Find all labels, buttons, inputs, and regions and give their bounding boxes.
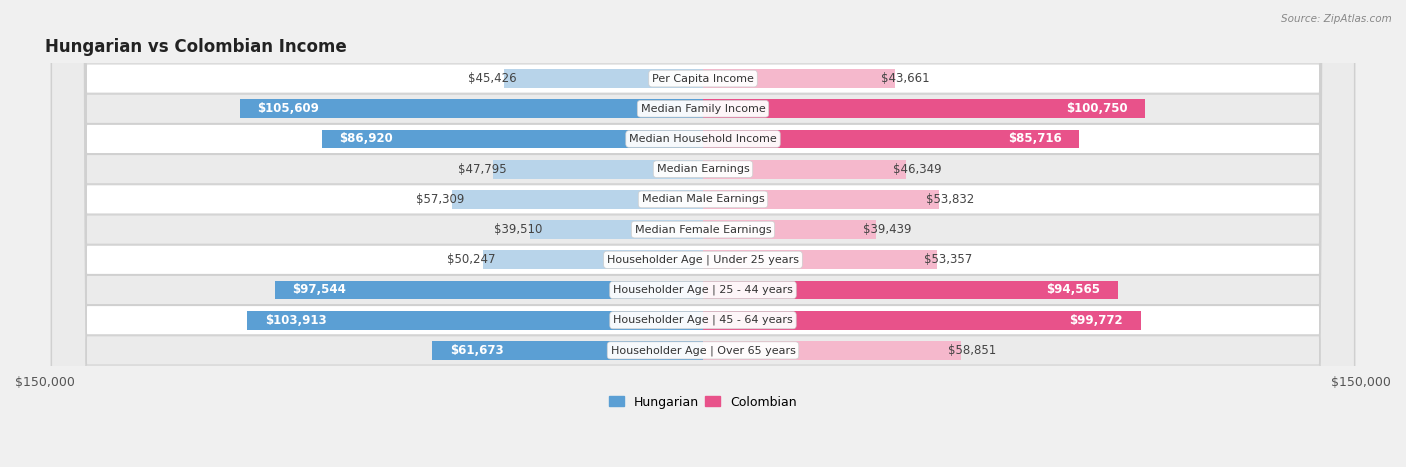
Bar (494, 160, 703, 178)
FancyBboxPatch shape (52, 0, 1354, 467)
Text: Source: ZipAtlas.com: Source: ZipAtlas.com (1281, 14, 1392, 24)
Text: $53,832: $53,832 (927, 193, 974, 206)
Text: $53,357: $53,357 (924, 253, 972, 266)
Bar (703, 190, 939, 209)
Bar (703, 69, 894, 88)
Text: Householder Age | Under 25 years: Householder Age | Under 25 years (607, 255, 799, 265)
Text: Per Capita Income: Per Capita Income (652, 74, 754, 84)
Text: Householder Age | Over 65 years: Householder Age | Over 65 years (610, 345, 796, 356)
FancyBboxPatch shape (52, 0, 1354, 467)
Text: $58,851: $58,851 (948, 344, 997, 357)
Text: $99,772: $99,772 (1070, 314, 1123, 327)
Text: $97,544: $97,544 (292, 283, 346, 297)
Text: $105,609: $105,609 (257, 102, 319, 115)
Text: $47,795: $47,795 (458, 163, 506, 176)
FancyBboxPatch shape (52, 0, 1354, 467)
Bar (247, 311, 703, 330)
Text: Median Male Earnings: Median Male Earnings (641, 194, 765, 205)
Text: $86,920: $86,920 (339, 133, 392, 146)
Text: $57,309: $57,309 (416, 193, 465, 206)
Text: Median Earnings: Median Earnings (657, 164, 749, 174)
Bar (703, 250, 936, 269)
Text: $61,673: $61,673 (450, 344, 503, 357)
FancyBboxPatch shape (52, 0, 1354, 467)
Text: Householder Age | 45 - 64 years: Householder Age | 45 - 64 years (613, 315, 793, 325)
Bar (451, 190, 703, 209)
Text: $85,716: $85,716 (1008, 133, 1062, 146)
Bar (703, 160, 907, 178)
Text: Median Family Income: Median Family Income (641, 104, 765, 114)
Text: $45,426: $45,426 (468, 72, 517, 85)
Bar (239, 99, 703, 118)
Text: Hungarian vs Colombian Income: Hungarian vs Colombian Income (45, 38, 347, 57)
Bar (433, 341, 703, 360)
Bar (703, 311, 1140, 330)
Text: Householder Age | 25 - 44 years: Householder Age | 25 - 44 years (613, 285, 793, 295)
Text: $39,510: $39,510 (495, 223, 543, 236)
FancyBboxPatch shape (52, 0, 1354, 467)
Text: Median Female Earnings: Median Female Earnings (634, 225, 772, 234)
FancyBboxPatch shape (52, 0, 1354, 467)
Bar (703, 341, 962, 360)
Bar (703, 281, 1118, 299)
Text: $43,661: $43,661 (882, 72, 929, 85)
Text: $94,565: $94,565 (1046, 283, 1101, 297)
Text: $46,349: $46,349 (893, 163, 942, 176)
Bar (703, 99, 1144, 118)
Bar (703, 220, 876, 239)
FancyBboxPatch shape (52, 0, 1354, 467)
Text: $100,750: $100,750 (1066, 102, 1128, 115)
Bar (503, 69, 703, 88)
FancyBboxPatch shape (52, 0, 1354, 467)
FancyBboxPatch shape (52, 0, 1354, 467)
Bar (322, 130, 703, 149)
Bar (276, 281, 703, 299)
Text: Median Household Income: Median Household Income (628, 134, 778, 144)
Text: $103,913: $103,913 (264, 314, 326, 327)
Text: $50,247: $50,247 (447, 253, 496, 266)
Text: $39,439: $39,439 (863, 223, 911, 236)
Legend: Hungarian, Colombian: Hungarian, Colombian (605, 390, 801, 414)
FancyBboxPatch shape (52, 0, 1354, 467)
Bar (482, 250, 703, 269)
Bar (530, 220, 703, 239)
Bar (703, 130, 1078, 149)
